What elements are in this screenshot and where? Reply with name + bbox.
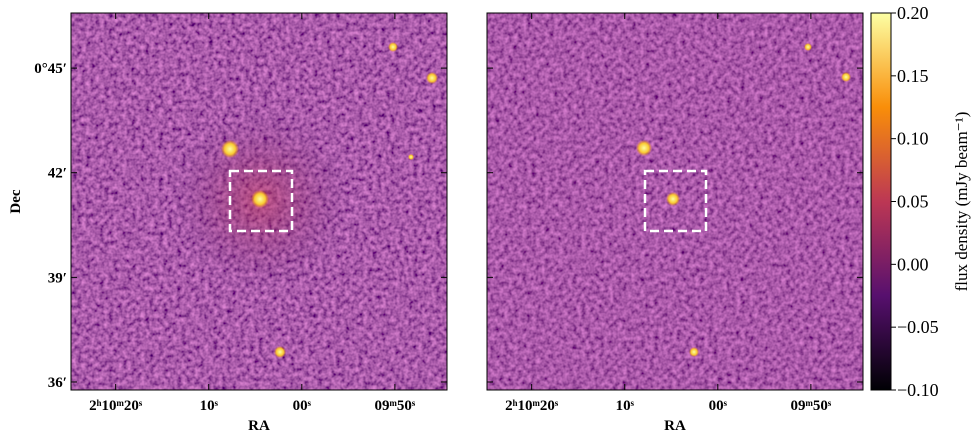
zoom-box: [643, 169, 708, 233]
x-tick-label: 00ˢ: [709, 398, 728, 414]
colorbar: [870, 12, 892, 391]
colorbar-tick-label: 0.05: [897, 192, 929, 212]
colorbar-tick-label: 0.20: [897, 3, 929, 23]
x-tick-label: 09ᵐ50ˢ: [791, 398, 832, 414]
x-tick-label: 10ˢ: [200, 398, 219, 414]
source: [841, 72, 851, 82]
y-tick-label: 36′: [48, 375, 67, 391]
x-tick-label: 00ˢ: [293, 398, 312, 414]
source: [666, 192, 680, 206]
source: [636, 140, 652, 156]
colorbar-tick-label: 0.15: [897, 66, 929, 86]
x-tick-label: 2ʰ10ᵐ20ˢ: [505, 398, 559, 414]
x-tick-label: 2ʰ10ᵐ20ˢ: [89, 398, 143, 414]
right-image: [486, 12, 864, 391]
y-axis-label: Dec: [8, 189, 24, 213]
source: [689, 347, 699, 357]
source: [251, 190, 269, 208]
zoom-box: [228, 169, 294, 233]
source: [804, 43, 812, 51]
source: [221, 140, 239, 158]
colorbar-tick-label: −0.05: [897, 317, 939, 337]
frame: [486, 12, 864, 391]
x-tick-label: 10ˢ: [616, 398, 635, 414]
frame: [70, 12, 448, 391]
colorbar-label: flux density (mJy beam⁻¹): [952, 112, 971, 292]
colorbar-tick-label: −0.10: [897, 380, 939, 400]
source: [388, 42, 398, 52]
y-tick-label: 42′: [48, 166, 67, 182]
source: [408, 154, 414, 160]
x-tick-label: 09ᵐ50ˢ: [375, 398, 416, 414]
x-axis-label: RA: [248, 418, 270, 434]
left-image: [70, 12, 448, 391]
x-axis-label: RA: [664, 418, 686, 434]
source: [274, 346, 286, 358]
colorbar-tick-label: 0.10: [897, 129, 929, 149]
colorbar-tick-label: 0.00: [897, 254, 929, 274]
source: [426, 72, 438, 84]
y-tick-label: 39′: [48, 270, 67, 286]
y-tick-label: 0°45′: [34, 61, 67, 77]
